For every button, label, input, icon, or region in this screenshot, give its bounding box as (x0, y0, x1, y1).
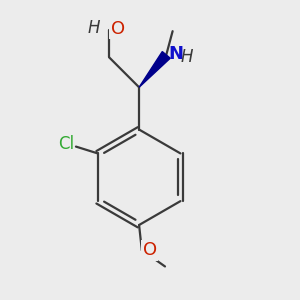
Text: H: H (180, 47, 193, 65)
Text: N: N (168, 45, 183, 63)
Polygon shape (139, 52, 170, 87)
Text: O: O (111, 20, 125, 38)
Text: O: O (143, 241, 157, 259)
Text: H: H (87, 19, 100, 37)
Text: Cl: Cl (58, 135, 74, 153)
